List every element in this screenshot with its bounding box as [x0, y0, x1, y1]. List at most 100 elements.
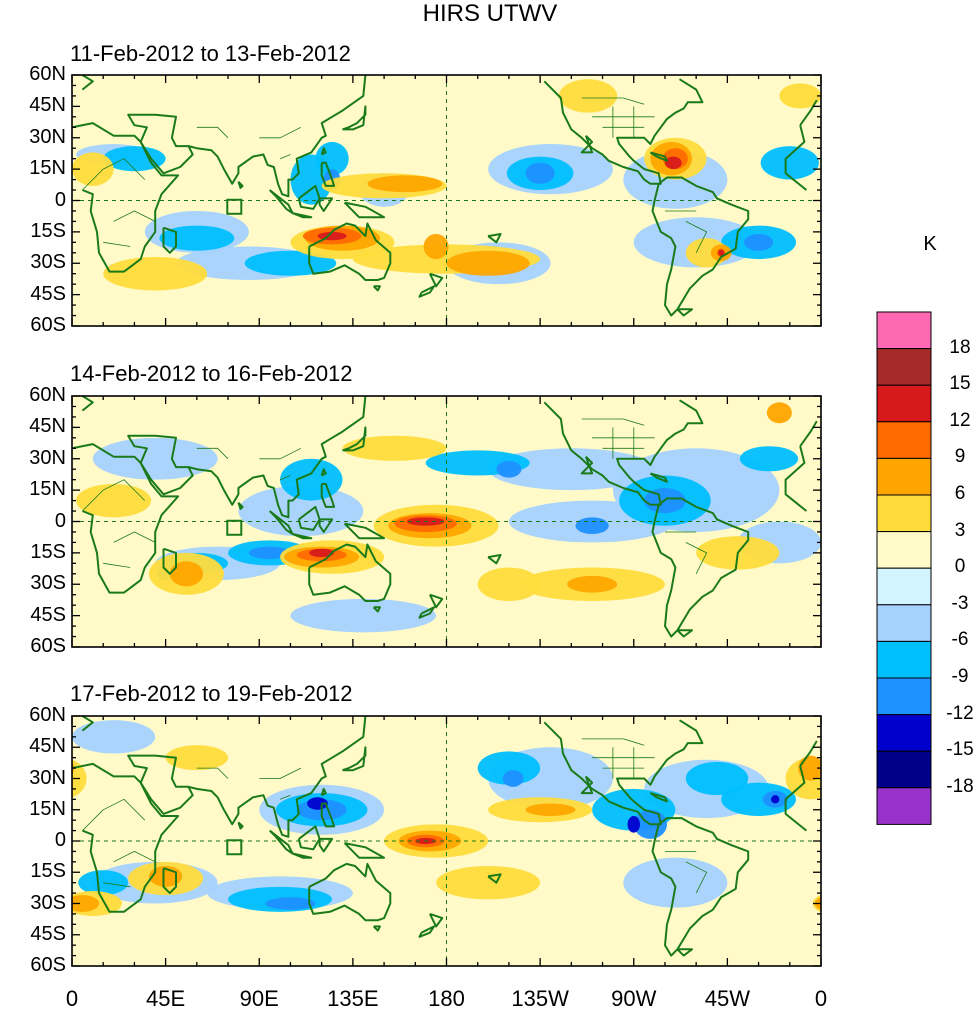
lat-tick-label: 30S [30, 891, 66, 914]
coastline [649, 472, 668, 483]
coastline [418, 285, 435, 298]
anomaly-blob [280, 458, 343, 501]
coastline [784, 124, 808, 191]
anomaly-blob [423, 233, 449, 260]
anomaly-blob [739, 446, 799, 472]
lat-tick-label: 30N [29, 125, 66, 148]
anomaly-blob [623, 857, 728, 908]
coastline [127, 434, 194, 496]
colorbar-level-label: -12 [946, 702, 974, 724]
coastline [188, 75, 367, 198]
coastline [676, 948, 693, 957]
coastline [651, 817, 750, 957]
lat-tick-label: 30S [30, 572, 66, 595]
anomaly-blob [685, 761, 749, 796]
coastline [343, 842, 386, 859]
country-border [685, 861, 707, 894]
coastline [799, 740, 818, 767]
coastline [72, 122, 180, 273]
colorbar-level-label: 3 [954, 519, 966, 541]
colorbar-swatch [876, 604, 932, 642]
anomaly-field [72, 716, 821, 966]
coastline [320, 787, 327, 797]
coastline [676, 629, 693, 638]
coastline [188, 396, 367, 519]
anomaly-blob [165, 745, 229, 771]
anomaly-blob [76, 483, 152, 518]
coastline [320, 468, 327, 477]
anomaly-blob [159, 225, 235, 251]
coastline [543, 78, 704, 185]
lon-tick-label: 90E [239, 986, 279, 1011]
colorbar-level-label: 0 [954, 556, 966, 578]
colorbar-unit: K [923, 233, 937, 255]
map-panel-3 [71, 715, 822, 967]
colorbar-swatch [876, 421, 932, 459]
country-border [279, 794, 291, 800]
lat-tick-label: 30N [29, 766, 66, 789]
lat-tick-label: 45N [29, 94, 66, 117]
coastline [292, 533, 313, 540]
lon-tick-label: 135W [511, 986, 569, 1011]
lat-tick-label: 0 [54, 829, 66, 851]
colorbar-level-label: -9 [951, 666, 969, 687]
lon-tick-label: 45W [704, 986, 750, 1011]
panel-3-title: 17-Feb-2012 to 19-Feb-2012 [70, 681, 353, 706]
anomaly-blob [446, 250, 530, 276]
anomaly-blob [760, 146, 819, 180]
lat-tick-label: 30N [29, 446, 66, 469]
country-border [103, 241, 131, 247]
lat-tick-label: 45N [29, 735, 66, 758]
anomaly-blob [307, 797, 328, 810]
country-border [113, 210, 156, 222]
colorbar [876, 311, 932, 825]
anomaly-blob [821, 152, 863, 185]
coastline [308, 543, 392, 602]
lat-tick-label: 15S [30, 219, 66, 242]
coastline [308, 862, 392, 922]
coastline [237, 821, 244, 830]
colorbar-level-label: 15 [949, 373, 971, 395]
coastline [268, 829, 294, 855]
anomaly-blob [525, 162, 555, 184]
coastline [769, 375, 775, 388]
colorbar-level-label: -15 [946, 739, 974, 761]
anomaly-blob [477, 751, 541, 785]
coastline [308, 222, 392, 281]
colorbar-swatch [876, 494, 932, 533]
colorbar-swatch [876, 311, 932, 350]
country-border [685, 542, 707, 574]
lat-tick-label: 45S [30, 603, 66, 626]
island-box-marker [226, 198, 243, 215]
country-border [82, 479, 146, 512]
coastline [342, 746, 367, 772]
lat-tick-label: 60S [30, 635, 66, 657]
coastline [487, 233, 502, 244]
coastline [799, 420, 818, 447]
country-border [113, 851, 156, 863]
coastline [784, 445, 808, 512]
country-border [113, 531, 156, 543]
coastline [318, 518, 334, 533]
lon-tick-label: 0 [814, 986, 828, 1011]
anomaly-blob [72, 720, 156, 754]
anomaly-blob [525, 803, 576, 816]
map-panel-2 [71, 375, 822, 648]
anomaly-blob [103, 146, 166, 172]
coastline [81, 716, 94, 732]
coastline [268, 510, 294, 535]
colorbar-swatch [876, 787, 932, 825]
anomaly-blob [771, 795, 780, 804]
anomaly-blob [265, 897, 316, 910]
coastline [651, 497, 750, 638]
colorbar-swatch [876, 384, 932, 423]
coastline [676, 308, 693, 317]
anomaly-blob [244, 250, 337, 276]
coastline [429, 593, 444, 609]
coastline [72, 762, 180, 913]
coastline [237, 180, 244, 189]
lon-tick-label: 90W [611, 986, 657, 1011]
coastline [429, 912, 444, 928]
